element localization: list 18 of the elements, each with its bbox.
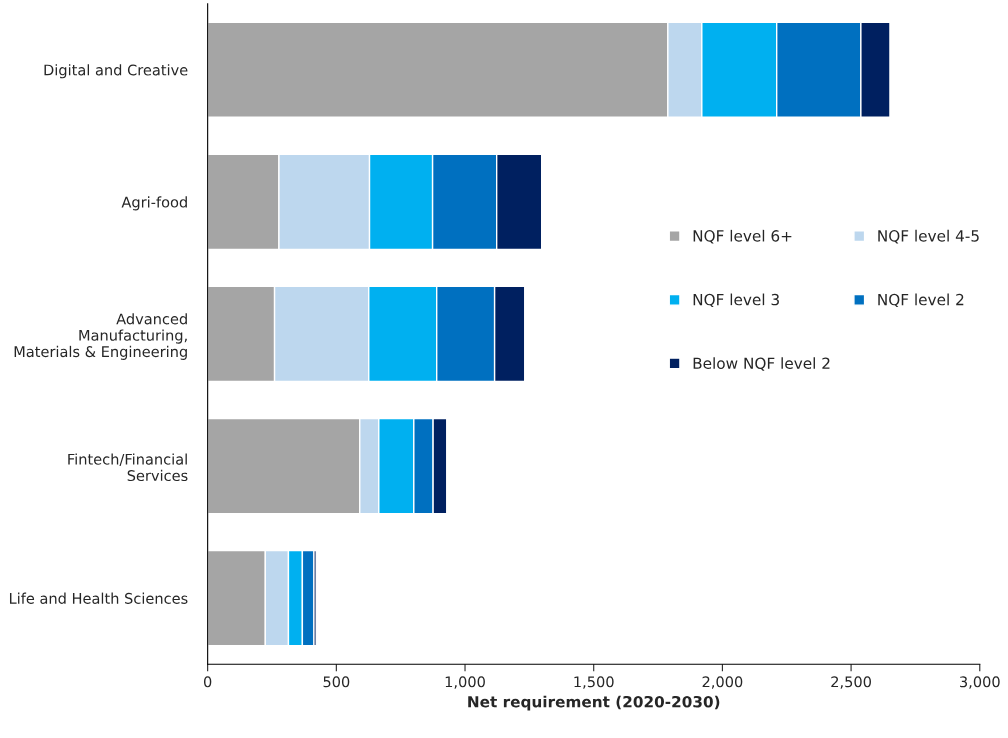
y-tick-label: Advanced Manufacturing, Materials & Engineering [14,313,187,360]
x-axis-title: Net requirement (2020-2030) [468,695,720,711]
y-tick-label: Fintech/Financial Services [68,453,188,482]
y-tick-label: Life and Health Sciences [9,592,188,604]
legend-label: NQF level 3 [693,293,779,308]
y-tick-label: Agri-food [121,196,187,211]
legend-label: NQF level 4-5 [878,229,979,244]
x-tick-label: 500 [323,676,350,688]
x-tick-label: 1,000 [445,676,485,689]
legend-label: Below NQF level 2 [693,357,830,371]
x-tick-label: 1,500 [574,676,614,689]
legend-label: NQF level 2 [878,293,964,308]
legend-label: NQF level 6+ [693,229,792,244]
y-tick-label: Digital and Creative [44,64,188,79]
x-tick-label: 2,500 [831,676,871,689]
x-tick-label: 2,000 [702,676,743,689]
x-tick-label: 3,000 [960,676,1000,689]
x-tick-label: 0 [203,676,212,688]
